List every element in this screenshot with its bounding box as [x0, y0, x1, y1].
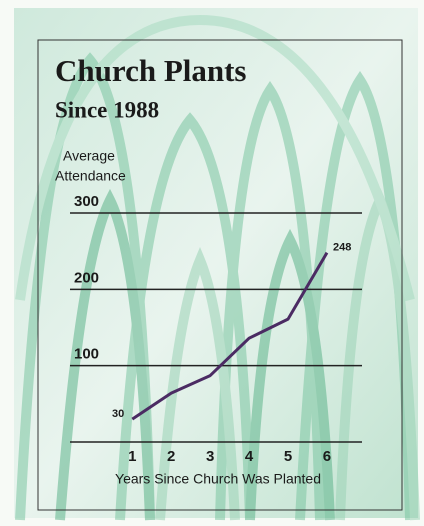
x-axis-label: Years Since Church Was Planted: [115, 471, 321, 487]
y-axis-label: Average: [63, 148, 115, 164]
y-tick-label: 200: [74, 269, 99, 286]
x-tick-label: 2: [167, 448, 175, 465]
x-tick-label: 4: [245, 448, 254, 465]
chart-subtitle: Since 1988: [55, 97, 159, 122]
chart-title: Church Plants: [55, 53, 247, 88]
y-axis-label: Attendance: [55, 168, 126, 184]
page: Church Plants Since 1988 Average Attenda…: [0, 0, 424, 526]
x-tick-label: 1: [128, 448, 136, 465]
y-tick-label: 300: [74, 193, 99, 210]
data-label: 248: [333, 242, 351, 254]
data-label: 30: [112, 408, 124, 420]
x-tick-label: 5: [284, 448, 292, 465]
x-tick-label: 3: [206, 448, 214, 465]
x-tick-label: 6: [323, 448, 331, 465]
y-tick-label: 100: [74, 346, 99, 363]
chart: Church Plants Since 1988 Average Attenda…: [0, 0, 424, 526]
